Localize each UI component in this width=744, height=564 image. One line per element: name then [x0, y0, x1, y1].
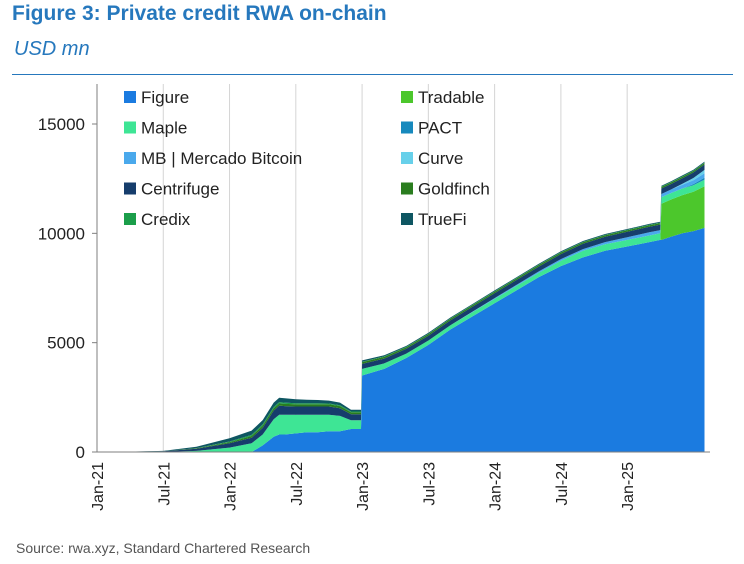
y-tick-label: 5000	[47, 334, 85, 353]
legend-label: Tradable	[418, 88, 484, 107]
legend-item-goldfinch: Goldfinch	[401, 180, 490, 199]
x-tick-label: Jul-22	[289, 462, 306, 506]
legend-label: Curve	[418, 149, 463, 168]
legend-swatch	[401, 182, 413, 195]
legend-item-pact: PACT	[401, 119, 462, 138]
legend-swatch	[124, 121, 136, 134]
x-tick-label: Jan-24	[488, 462, 505, 511]
legend-label: Credix	[141, 210, 191, 229]
x-tick-label: Jul-23	[421, 462, 438, 506]
legend-swatch	[401, 121, 413, 134]
legend-item-tradable: Tradable	[401, 88, 484, 107]
legend-item-mb-mercado-bitcoin: MB | Mercado Bitcoin	[124, 149, 302, 168]
legend-swatch	[401, 213, 413, 225]
area-figure	[97, 227, 705, 452]
legend-label: Maple	[141, 119, 187, 138]
x-tick-label: Jan-25	[620, 462, 637, 511]
legend-swatch	[401, 91, 413, 103]
legend-label: Goldfinch	[418, 180, 490, 199]
legend-swatch	[124, 182, 136, 195]
legend-item-truefi: TrueFi	[401, 210, 467, 229]
x-tick-label: Jan-22	[223, 462, 240, 511]
legend-label: PACT	[418, 119, 462, 138]
y-tick-label: 15000	[38, 115, 85, 134]
legend-item-centrifuge: Centrifuge	[124, 180, 219, 199]
x-tick-label: Jul-21	[156, 462, 173, 506]
source-note: Source: rwa.xyz, Standard Chartered Rese…	[16, 540, 311, 556]
chart-units-subtitle: USD mn	[14, 38, 90, 60]
legend-swatch	[401, 152, 413, 164]
legend-label: Figure	[141, 88, 189, 107]
legend-item-credix: Credix	[124, 210, 191, 229]
legend-item-figure: Figure	[124, 88, 189, 107]
legend-label: Centrifuge	[141, 180, 219, 199]
title-divider	[12, 74, 733, 75]
area-series-group	[97, 161, 705, 453]
legend-swatch	[124, 91, 136, 103]
legend-label: TrueFi	[418, 210, 467, 229]
legend-swatch	[124, 213, 136, 225]
axes: Jan-21 Jul-21 Jan-22 Jul-22 Jan-23 Jul-23 Jan-…	[38, 84, 710, 511]
legend-swatch	[124, 152, 136, 164]
legend-label: MB | Mercado Bitcoin	[141, 149, 302, 168]
legend: Figure Tradable Maple PACT MB | Mercado Bitc…	[124, 88, 490, 229]
x-tick-label: Jan-21	[90, 462, 107, 511]
y-tick-label: 0	[76, 443, 85, 462]
legend-item-maple: Maple	[124, 119, 187, 138]
x-tick-label: Jan-23	[355, 462, 372, 511]
y-tick-label: 10000	[38, 224, 85, 243]
page-title: Figure 3: Private credit RWA on-chain	[12, 2, 387, 25]
legend-item-curve: Curve	[401, 149, 463, 168]
x-tick-label: Jul-24	[554, 462, 571, 506]
